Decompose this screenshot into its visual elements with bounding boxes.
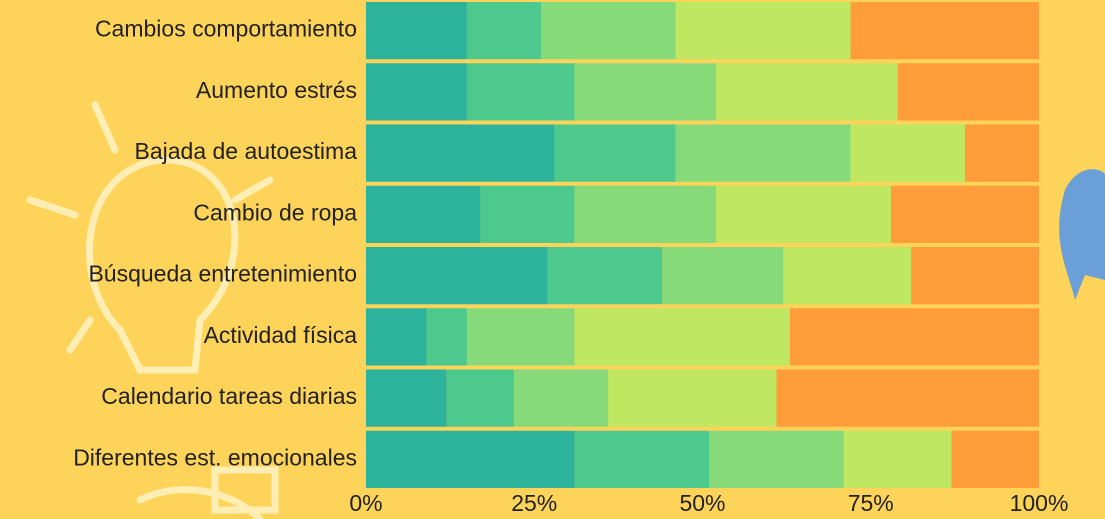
bar-segment [951, 430, 1039, 488]
bar-segment [366, 308, 427, 366]
bar-segment [574, 185, 716, 243]
y-tick-label: Búsqueda entretenimiento [88, 261, 357, 287]
bar-segment [554, 124, 676, 182]
bar-segment [789, 308, 1039, 366]
bar-segment [574, 63, 716, 121]
bar-segment [675, 2, 851, 60]
y-tick-label: Diferentes est. emocionales [73, 444, 357, 470]
x-tick-label: 0% [349, 490, 382, 516]
bar-segment [574, 308, 790, 366]
bar-segment [715, 63, 898, 121]
x-tick-label: 75% [848, 490, 894, 516]
bar-segment [675, 124, 851, 182]
ribbon-decoration [1059, 169, 1105, 300]
y-tick-label: Actividad física [204, 322, 358, 348]
x-tick-label: 50% [679, 490, 725, 516]
bar-segment [366, 2, 467, 60]
y-tick-label: Calendario tareas diarias [101, 383, 357, 409]
bar-segment [662, 247, 784, 305]
bar-segment [964, 124, 1039, 182]
bar-segment [426, 308, 467, 366]
bar-segment [366, 124, 555, 182]
bar-segment [850, 124, 965, 182]
bar-segment [480, 185, 575, 243]
bar-segment [366, 247, 548, 305]
bar-segment [715, 185, 891, 243]
bulb-decoration [26, 101, 279, 519]
bar-segment [446, 369, 515, 427]
bar-segment [540, 2, 676, 60]
bar-segment [366, 185, 481, 243]
bar-segment [366, 430, 575, 488]
bar-segment [897, 63, 1039, 121]
bar-segment [466, 308, 575, 366]
bar-segment [574, 430, 710, 488]
bar-segment [608, 369, 777, 427]
bar-segment [776, 369, 1039, 427]
x-tick-label: 100% [1010, 490, 1069, 516]
bar-segment [783, 247, 912, 305]
bar-segment [890, 185, 1039, 243]
bar-segment [709, 430, 844, 488]
bar-segment [850, 2, 1039, 60]
bar-segment [547, 247, 663, 305]
bar-segment [514, 369, 609, 427]
bar-segment [366, 369, 447, 427]
bar-segment [466, 63, 575, 121]
bar-segment [366, 63, 467, 121]
bar-segment [911, 247, 1039, 305]
bar-segment [466, 2, 541, 60]
y-tick-label: Aumento estrés [196, 77, 357, 103]
y-tick-label: Cambio de ropa [193, 199, 357, 225]
y-tick-label: Bajada de autoestima [135, 138, 358, 164]
bar-segment [843, 430, 952, 488]
x-tick-label: 25% [511, 490, 557, 516]
y-tick-label: Cambios comportamiento [95, 16, 357, 42]
